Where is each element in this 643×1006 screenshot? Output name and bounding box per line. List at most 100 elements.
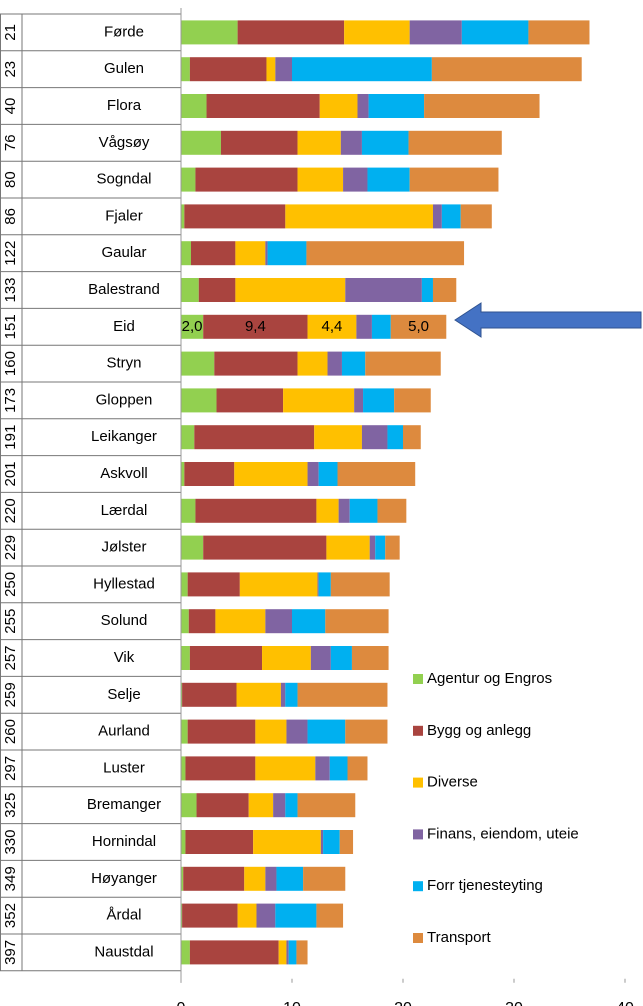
bar-segment [181,940,190,965]
rank-label: 201 [2,461,19,486]
bar-segment [181,204,185,229]
legend-swatch [413,829,423,840]
x-tick-label: 30 [505,1000,523,1006]
bar-segment [303,866,346,891]
bar-segment [286,940,289,965]
legend-label: Bygg og anlegg [427,722,531,739]
rank-label: 257 [2,645,19,670]
legend-label: Transport [427,929,491,946]
category-label: Gaular [101,244,146,261]
bar-segment [248,793,274,818]
bar-segment [181,646,190,670]
bar-segment [310,646,331,670]
bar-segment [256,903,276,928]
rank-label: 259 [2,682,19,707]
bars: 2,0 9,4 4,4 5,0 0 10 20 30 40 [177,8,634,1006]
bar-segment [181,682,183,707]
category-label: Gloppen [96,391,153,408]
bar-segment [394,388,431,413]
rank-label: 23 [2,61,19,78]
bar-segment [340,130,362,155]
bar-segment [181,167,196,192]
bar-segment [255,756,316,781]
x-tick-label: 10 [283,1000,301,1006]
bar-segment [320,830,324,854]
bar-segment [361,130,409,155]
bar-segment [182,903,238,928]
category-label: Askvoll [100,465,148,482]
bar-segment [188,609,216,634]
bar-segment [275,903,317,928]
bar-segment [297,682,388,707]
bar-segment [183,866,245,891]
bar-segment [184,204,286,229]
bar-segment [236,682,281,707]
bar-segment [347,756,368,781]
bar-segment [421,278,433,302]
bar-segment [307,314,357,339]
bar-segment [377,498,407,523]
bar-segment [181,572,188,597]
bar-segment [181,94,207,118]
bar-segment [441,204,461,229]
rank-label: 151 [2,314,19,339]
bar-segment [375,535,386,560]
bar-segment [181,535,204,560]
bar-segment [267,241,307,266]
bar-segment [330,572,390,597]
rank-label: 173 [2,388,19,413]
bar-segment [297,793,356,818]
legend-swatch [413,674,423,684]
rank-label: 397 [2,940,19,965]
category-label: Årdal [106,907,141,924]
bar-segment [262,646,311,670]
bar-segment [317,572,319,597]
bar-segment [327,351,342,376]
category-label: Høyanger [91,870,157,887]
legend-label: Finans, eiendom, uteie [427,825,579,842]
legend-swatch [413,725,423,736]
bar-segment [288,940,297,965]
bar-segment [351,646,389,670]
bar-segment [181,20,238,45]
bar-segment [432,278,457,302]
category-label: Leikanger [91,428,157,445]
bar-segment [307,719,346,744]
rank-label: 330 [2,829,19,854]
bar-segment [390,314,447,339]
bar-segment [215,609,266,634]
bar-segment [318,572,331,597]
x-tick-label: 40 [616,1000,634,1006]
legend: Agentur og Engros Bygg og anlegg Diverse Fi… [413,670,579,946]
bar-segment [280,682,286,707]
category-label: Lærdal [101,502,148,519]
bar-segment [387,425,403,450]
rank-label: 260 [2,719,19,744]
category-label: Balestrand [88,281,160,298]
bar-segment [345,719,388,744]
bar-segment [385,535,400,560]
bar-segment [181,351,215,376]
bar-segment [314,425,362,450]
bar-segment [189,940,279,965]
bar-segment [339,830,354,854]
bar-segment [265,241,268,266]
category-label: Gulen [104,60,144,77]
rank-label: 250 [2,572,19,597]
bar-segment [273,793,286,818]
bar-segment [265,609,292,634]
rank-label: 297 [2,756,19,781]
bar-segment [181,719,188,744]
legend-background [405,660,643,960]
bar-segment [181,609,189,634]
bar-segment [181,57,190,82]
bar-segment [189,57,267,82]
bar-segment [181,388,217,413]
bar-segment [194,425,315,450]
bar-segment [184,462,235,486]
bar-segment [337,462,416,486]
category-label: Luster [103,759,145,776]
bar-segment [367,167,410,192]
x-tick-label: 0 [177,1000,186,1006]
category-label: Flora [107,97,142,114]
